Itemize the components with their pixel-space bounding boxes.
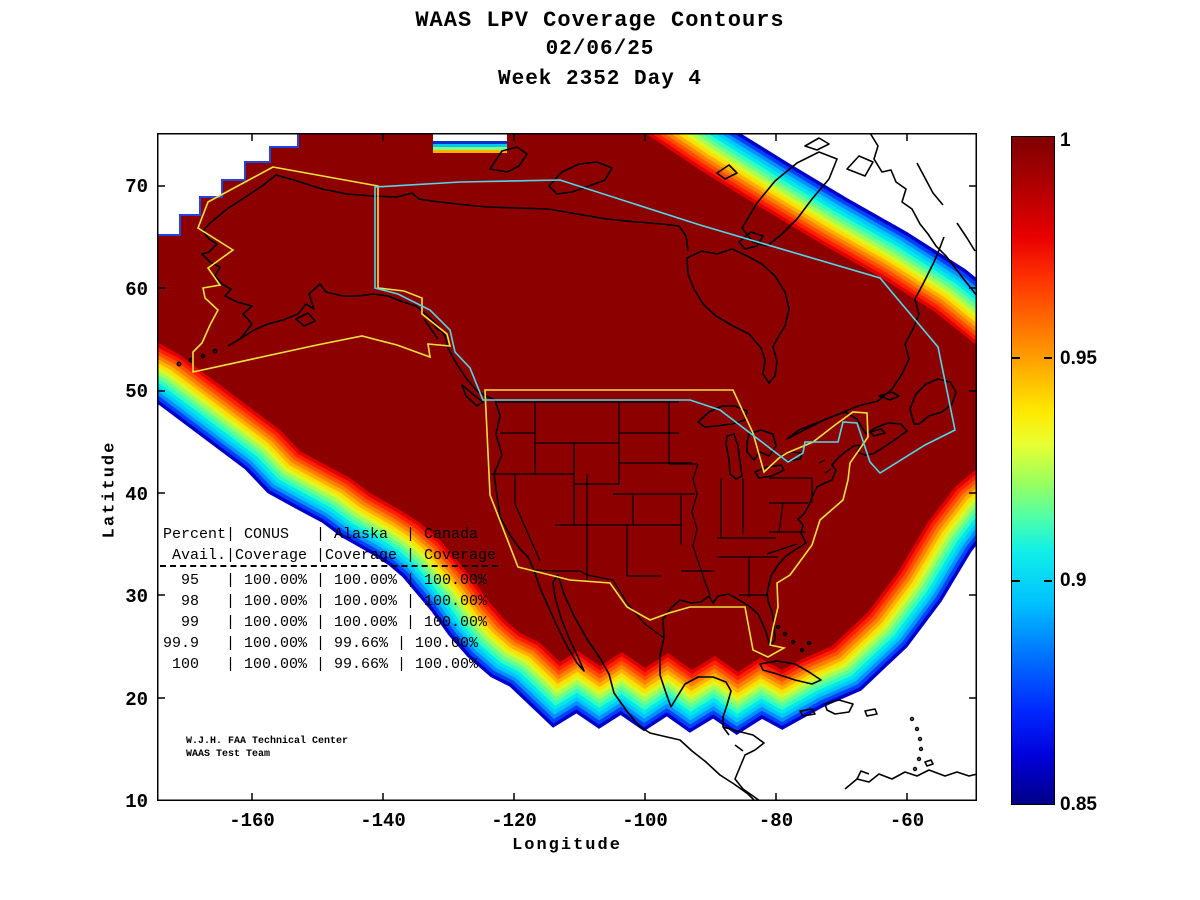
x-tick-label: -160	[229, 810, 275, 832]
bahamas	[799, 647, 805, 653]
y-tick-label: 10	[125, 791, 148, 813]
colorbar-tick	[1012, 580, 1020, 582]
kodiak-island	[295, 312, 316, 327]
vancouver-island	[461, 384, 484, 407]
yucatan-central-america	[670, 676, 765, 801]
baffin-island	[741, 151, 838, 247]
lesser-antilles	[912, 766, 918, 772]
colorbar-label: 0.9	[1060, 570, 1087, 591]
table-row: 95 | 100.00% | 100.00% | 100.00%	[163, 572, 488, 589]
lesser-antilles	[916, 756, 922, 762]
pacific-mexico-coast	[447, 347, 756, 801]
colorbar-tick	[1044, 357, 1052, 359]
state-boundaries	[491, 401, 832, 639]
colorbar-tick	[1012, 357, 1020, 359]
arctic-coast	[208, 174, 689, 252]
x-tick-label: -120	[491, 810, 537, 832]
aleutian-island	[176, 361, 182, 367]
anticosti-island	[878, 391, 900, 401]
axis-ticks	[157, 133, 977, 801]
puerto-rico	[864, 708, 878, 717]
table-row: 99 | 100.00% | 100.00% | 100.00%	[163, 614, 488, 631]
plot-border	[157, 133, 977, 801]
southampton-island	[738, 231, 764, 250]
colorbar	[1011, 136, 1055, 805]
aleutian-island	[212, 348, 218, 354]
bahamas	[790, 639, 796, 645]
conus-region-boundary	[484, 389, 869, 658]
lesser-antilles	[914, 726, 920, 732]
bahamas	[775, 624, 781, 630]
prince-edward-island	[869, 428, 886, 437]
greenland-coast	[869, 133, 977, 298]
colorbar-label: 0.95	[1060, 348, 1097, 369]
x-tick-label: -60	[889, 810, 925, 832]
south-alaska-coast	[239, 283, 449, 349]
aleutian-island	[200, 353, 206, 359]
jamaica	[799, 708, 816, 717]
y-axis-label: Latitude	[100, 440, 120, 539]
lesser-antilles	[917, 736, 923, 742]
west-alaska-coast	[201, 223, 253, 347]
mexico-gulf-coast	[659, 637, 672, 708]
south-america-coast	[844, 759, 977, 790]
y-tick-label: 20	[125, 689, 148, 711]
bahamas	[782, 631, 788, 637]
page-title: WAAS LPV Coverage Contours	[415, 8, 785, 33]
y-tick-label: 40	[125, 484, 148, 506]
us-atlantic-coast	[662, 236, 945, 647]
lake-huron	[746, 429, 777, 461]
bahamas	[806, 640, 812, 646]
colorbar-label-max: 1	[1060, 130, 1071, 151]
title-week-day: Week 2352 Day 4	[497, 68, 703, 91]
coverage-map	[157, 133, 977, 801]
lesser-antilles	[909, 716, 915, 722]
arctic-step-edge	[157, 133, 299, 236]
lesser-antilles	[918, 746, 924, 752]
top-edge-fringe	[433, 133, 507, 153]
x-tick-label: -100	[622, 810, 668, 832]
x-axis-label: Longitude	[512, 836, 622, 855]
table-separator	[160, 565, 498, 567]
lake-michigan	[725, 433, 743, 480]
caribbean-islands	[759, 624, 924, 772]
y-tick-label: 50	[125, 381, 148, 403]
x-tick-label: -80	[758, 810, 794, 832]
credit-line-2: WAAS Test Team	[186, 749, 271, 760]
hispaniola	[824, 699, 854, 715]
banks-island	[489, 146, 528, 173]
colorbar-tick	[1044, 580, 1052, 582]
y-tick-label: 60	[125, 279, 148, 301]
hudson-bay	[686, 248, 790, 384]
table-row: 99.9 | 100.00% | 99.66% | 100.00%	[163, 635, 479, 652]
victoria-island	[548, 161, 613, 195]
title-date: 02/06/25	[545, 38, 655, 61]
credit-line-1: W.J.H. FAA Technical Center	[186, 736, 349, 747]
alaska-region-boundary	[192, 166, 452, 373]
x-tick-label: -140	[360, 810, 406, 832]
y-tick-label: 70	[125, 176, 148, 198]
lake-erie	[754, 464, 785, 479]
y-tick-label: 30	[125, 586, 148, 608]
newfoundland	[909, 378, 957, 425]
arctic-islands	[716, 137, 874, 180]
table-header-row-2: Avail.|Coverage |Coverage | Coverage	[163, 547, 497, 564]
canada-region-boundary	[374, 179, 956, 475]
cuba	[759, 660, 822, 685]
table-row: 100 | 100.00% | 99.66% | 100.00%	[163, 656, 479, 673]
table-row: 98 | 100.00% | 100.00% | 100.00%	[163, 593, 488, 610]
colorbar-label-min: 0.85	[1060, 794, 1097, 815]
table-header-row-1: Percent| CONUS | Alaska | Canada	[163, 526, 479, 543]
